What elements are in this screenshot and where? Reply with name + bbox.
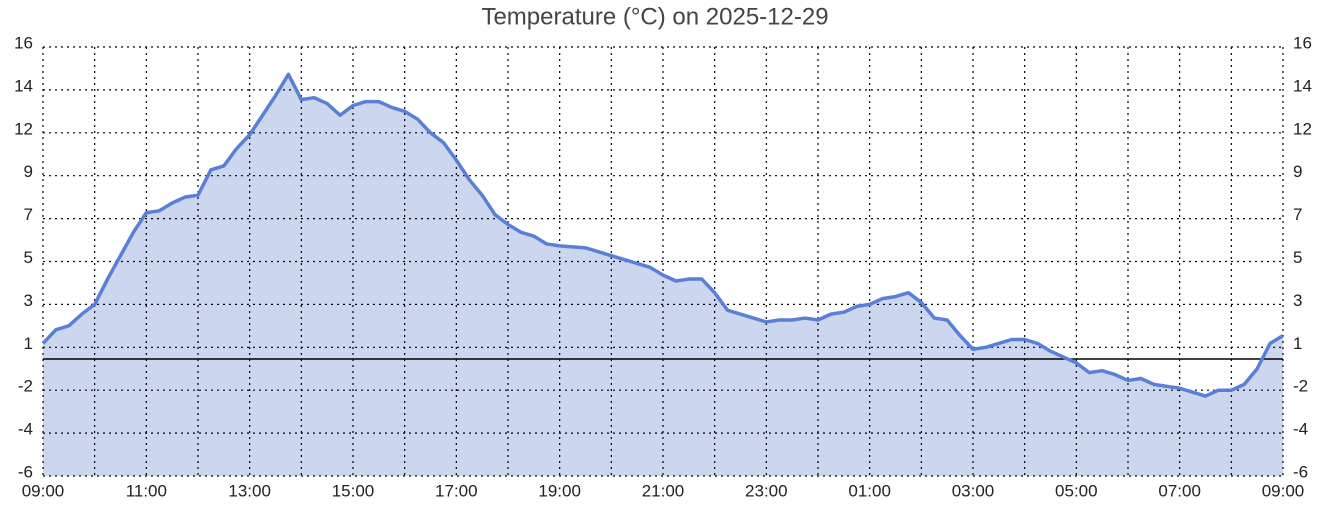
- y-tick-label: 9: [24, 162, 33, 181]
- x-tick-label: 23:00: [745, 481, 788, 500]
- y2-tick-label: -2: [1293, 377, 1308, 396]
- y-tick-label: 1: [24, 334, 33, 353]
- x-tick-label: 01:00: [848, 481, 891, 500]
- y-tick-label: -2: [18, 377, 33, 396]
- x-tick-label: 07:00: [1158, 481, 1201, 500]
- y2-tick-label: -6: [1293, 462, 1308, 481]
- y2-tick-label: 14: [1293, 76, 1312, 95]
- x-tick-label: 21:00: [642, 481, 685, 500]
- y2-tick-label: 16: [1293, 33, 1312, 52]
- x-tick-label: 19:00: [538, 481, 581, 500]
- x-tick-label: 11:00: [126, 481, 167, 500]
- y2-tick-label: 5: [1293, 248, 1302, 267]
- y-tick-label: 14: [14, 76, 33, 95]
- y-tick-label: 16: [14, 33, 33, 52]
- line: [41, 72, 1284, 398]
- x-tick-label: 09:00: [22, 481, 65, 500]
- y2-tick-label: 9: [1293, 162, 1302, 181]
- chart-title: Temperature (°C) on 2025-12-29: [481, 3, 828, 30]
- x-tick-label: 03:00: [952, 481, 995, 500]
- x-tick-label: 15:00: [332, 481, 375, 500]
- y2-tick-label: 12: [1293, 119, 1312, 138]
- y2-tick-label: 7: [1293, 205, 1302, 224]
- x-tick-label: 09:00: [1262, 481, 1305, 500]
- y-tick-label: -4: [18, 420, 33, 439]
- y-tick-label: 7: [24, 205, 33, 224]
- x-tick-label: 17:00: [435, 481, 478, 500]
- x-tick-label: 05:00: [1055, 481, 1098, 500]
- y-tick-label: 12: [14, 119, 33, 138]
- y2-tick-label: -4: [1293, 420, 1308, 439]
- y-tick-label: 5: [24, 248, 33, 267]
- x-tick-label: 13:00: [228, 481, 271, 500]
- y-tick-label: -6: [18, 462, 33, 481]
- y2-tick-label: 1: [1293, 334, 1302, 353]
- y-tick-label: 3: [24, 291, 33, 310]
- y2-tick-label: 3: [1293, 291, 1302, 310]
